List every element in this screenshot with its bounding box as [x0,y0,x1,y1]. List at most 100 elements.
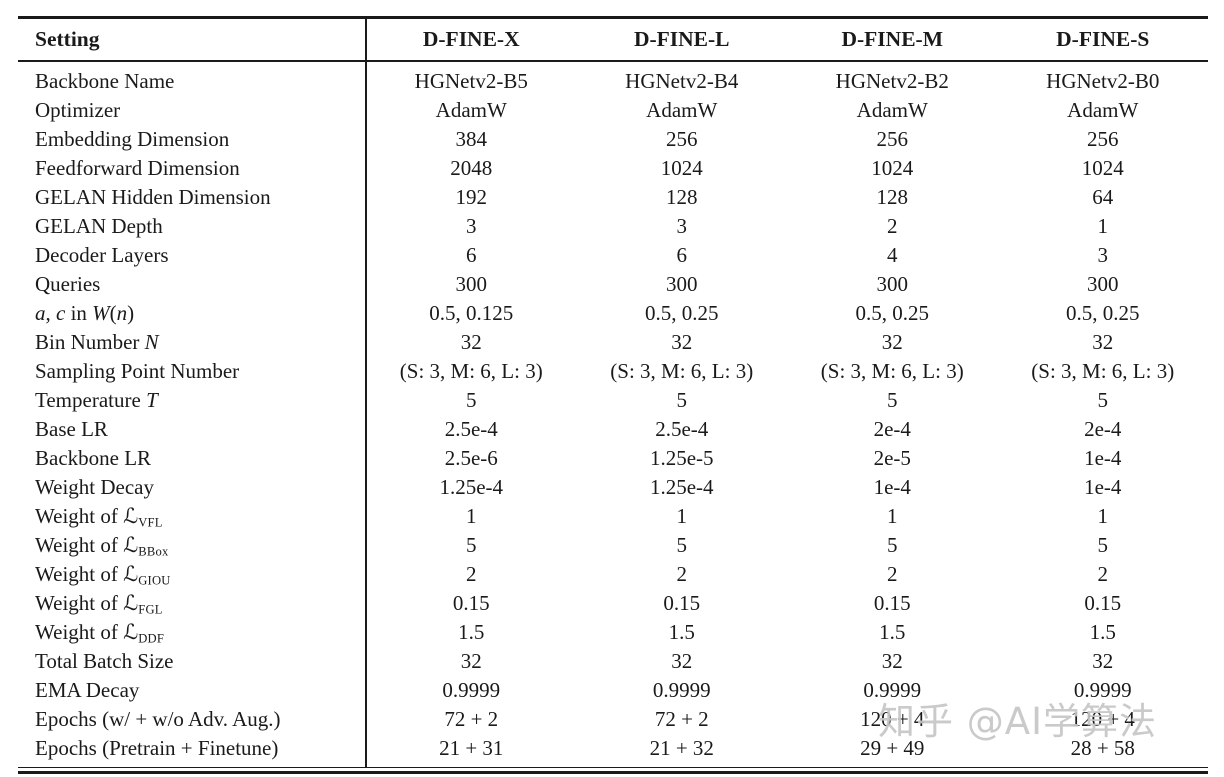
value-cell: 1.5 [668,620,695,644]
table-row: Embedding Dimension 384 256 256 256 [18,125,1208,154]
value-cell: 32 [881,649,903,673]
table-row: Queries 300 300 300 300 [18,270,1208,299]
value-cell: 192 [455,185,488,209]
table-row: GELAN Depth 3 3 2 1 [18,212,1208,241]
value-cell: 0.5, 0.125 [429,301,514,325]
value-cell: 1024 [660,156,703,180]
table-row: Decoder Layers 6 6 4 3 [18,241,1208,270]
header-cell-setting: Setting [35,27,100,51]
value-cell: 0.9999 [1073,678,1132,702]
value-cell: 0.15 [663,591,701,615]
value-cell: 1 [676,504,688,528]
table-row: Weight of ℒDDF 1.5 1.5 1.5 1.5 [18,618,1208,647]
value-cell: 300 [1087,272,1119,296]
row-label: Weight Decay [35,475,155,499]
value-cell: 5 [676,388,688,412]
table-body: Backbone Name HGNetv2-B5 HGNetv2-B4 HGNetv2… [18,62,1208,767]
row-label: Queries [35,272,101,296]
value-cell: 0.5, 0.25 [855,301,930,325]
value-cell: 2 [466,562,477,586]
value-cell: 1 [1097,504,1109,528]
value-cell: 0.9999 [863,678,922,702]
value-cell: 1024 [871,156,914,180]
table-row: Base LR 2.5e-4 2.5e-4 2e-4 2e-4 [18,415,1208,444]
header-cell-dfine-m: D-FINE-M [841,27,943,51]
value-cell: 1.5 [1089,620,1116,644]
value-cell: 2 [887,214,898,238]
row-label: Temperature T [35,388,158,412]
row-label: Feedforward Dimension [35,156,240,180]
value-cell: 1e-4 [1084,446,1122,470]
value-cell: HGNetv2-B4 [625,69,739,93]
row-label: Epochs (Pretrain + Finetune) [35,736,279,760]
value-cell: AdamW [1067,98,1139,122]
value-cell: 1.25e-4 [439,475,504,499]
row-label: Optimizer [35,98,121,122]
value-cell: 256 [666,127,698,151]
value-cell: 32 [1092,330,1114,354]
value-cell: 4 [887,243,898,267]
value-cell: 256 [1087,127,1119,151]
value-cell: 72 + 2 [444,707,499,731]
value-cell: 5 [466,533,477,557]
value-cell: 300 [876,272,909,296]
value-cell: 5 [887,533,898,557]
value-cell: 0.5, 0.25 [1066,301,1140,325]
value-cell: HGNetv2-B5 [414,69,528,93]
row-label: GELAN Depth [35,214,163,238]
value-cell: 5 [1097,388,1109,412]
value-cell: 2 [887,562,898,586]
table-row: Sampling Point Number (S: 3, M: 6, L: 3) (… [18,357,1208,386]
value-cell: AdamW [856,98,928,122]
value-cell: 2 [676,562,688,586]
value-cell: 32 [460,330,482,354]
row-label: Weight of ℒFGL [35,591,163,617]
table-row: Feedforward Dimension 2048 1024 1024 1024 [18,154,1208,183]
row-label: Backbone Name [35,69,175,93]
value-cell: 1 [887,504,898,528]
value-cell: 21 + 31 [439,736,504,760]
value-cell: 120 + 4 [1070,707,1135,731]
value-cell: 28 + 58 [1070,736,1135,760]
row-label: Epochs (w/ + w/o Adv. Aug.) [35,707,281,731]
table-row: Weight of ℒVFL 1 1 1 1 [18,502,1208,531]
value-cell: 2.5e-4 [655,417,709,441]
table-row: Temperature T 5 5 5 5 [18,386,1208,415]
header-cell-dfine-x: D-FINE-X [422,27,520,51]
row-label: Weight of ℒDDF [35,620,165,646]
value-cell: 32 [1092,649,1114,673]
header-cell-dfine-l: D-FINE-L [633,27,730,51]
value-cell: (S: 3, M: 6, L: 3) [820,359,964,383]
value-cell: 120 + 4 [860,707,925,731]
row-label: Weight of ℒVFL [35,504,163,530]
value-cell: 128 [876,185,909,209]
value-cell: 5 [466,388,477,412]
row-label: Decoder Layers [35,243,169,267]
row-label: Base LR [35,417,108,441]
table-row: a, c in W(n) 0.5, 0.125 0.5, 0.25 0.5, 0.25… [18,299,1208,328]
bottom-rule-thin [18,767,1208,768]
row-label: Embedding Dimension [35,127,230,151]
value-cell: HGNetv2-B2 [835,69,949,93]
value-cell: 6 [676,243,688,267]
value-cell: 2.5e-6 [444,446,498,470]
table-header-row: Setting D-FINE-X D-FINE-L D-FINE-M D-FIN… [18,16,1208,62]
table-row: GELAN Hidden Dimension 192 128 128 64 [18,183,1208,212]
value-cell: AdamW [646,98,718,122]
value-cell: 2e-4 [1084,417,1122,441]
row-label: Bin Number N [35,330,159,354]
row-label: a, c in W(n) [35,301,135,325]
value-cell: 0.15 [1084,591,1122,615]
value-cell: 0.9999 [652,678,711,702]
row-label: EMA Decay [35,678,140,702]
value-cell: 5 [887,388,898,412]
table-row: Weight of ℒGIOU 2 2 2 2 [18,560,1208,589]
value-cell: 32 [460,649,482,673]
value-cell: 2 [1097,562,1109,586]
row-label: Backbone LR [35,446,152,470]
value-cell: 1 [466,504,477,528]
value-cell: 0.5, 0.25 [645,301,719,325]
value-cell: (S: 3, M: 6, L: 3) [1031,359,1175,383]
zhihu-watermark: 知乎 @AI学算法 [878,700,1157,743]
